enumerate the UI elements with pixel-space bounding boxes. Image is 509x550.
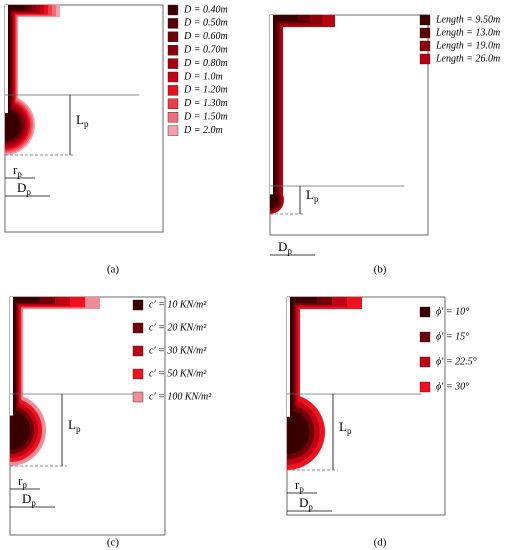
dim-main: D: [22, 491, 31, 506]
dim-main: L: [306, 187, 314, 202]
pile: [5, 5, 8, 113]
legend-label: c′ = 20 KN/m²: [149, 322, 207, 333]
zone-cap: [10, 297, 40, 303]
legend-swatch: [167, 125, 179, 136]
legend-label: D = 0.70m: [183, 44, 228, 55]
zone-bulb: [270, 191, 279, 209]
dim-label: Lp: [339, 419, 352, 436]
dim-sub: p: [84, 119, 89, 129]
dim-label: Lp: [68, 417, 81, 434]
legend-label: D = 1.20m: [183, 85, 228, 96]
pile: [10, 297, 13, 416]
legend-swatch: [167, 98, 179, 110]
legend-swatch: [132, 345, 144, 357]
legend-swatch: [419, 331, 431, 343]
panel-caption: (a): [107, 264, 120, 276]
legend-swatch: [419, 381, 431, 393]
dim-main: r: [18, 473, 23, 488]
dim-sub: p: [314, 194, 319, 204]
dim-main: L: [68, 417, 76, 432]
dim-label: Dp: [299, 495, 313, 512]
legend-label: ϕ′ = 30°: [436, 381, 469, 392]
legend-label: c′ = 30 KN/m²: [149, 345, 207, 356]
legend-label: c′ = 50 KN/m²: [149, 368, 207, 379]
zone-cap: [270, 15, 298, 21]
dim-sub: p: [22, 480, 27, 490]
dim-label: Dp: [22, 491, 36, 508]
legend-swatch: [167, 71, 179, 83]
legend-label: D = 1.30m: [183, 98, 228, 109]
pile: [270, 15, 273, 195]
dim-main: r: [13, 162, 18, 177]
legend-label: Length = 9.50m: [435, 14, 500, 25]
legend-label: D = 2.0m: [183, 125, 223, 136]
legend-label: Length = 13.0m: [435, 27, 500, 38]
dim-main: D: [299, 495, 308, 510]
legend-swatch: [419, 53, 431, 65]
panel-frame: [269, 14, 429, 236]
legend-swatch: [132, 299, 144, 311]
legend-label: ϕ′ = 10°: [436, 306, 469, 317]
legend-swatch: [419, 14, 431, 26]
legend-swatch: [132, 322, 144, 334]
zone-cap: [5, 5, 24, 10]
legend-swatch: [167, 31, 179, 42]
dim-sub: p: [31, 498, 36, 508]
dim-sub: p: [26, 187, 31, 197]
zone-cap: [287, 297, 317, 303]
legend-label: Length = 26.0m: [435, 53, 500, 64]
dim-sub: p: [287, 246, 292, 256]
pile: [287, 297, 290, 417]
dim-sub: p: [76, 424, 81, 434]
dim-label: Lp: [76, 112, 89, 129]
dim-main: D: [278, 239, 287, 254]
dim-label: rp: [295, 477, 304, 494]
legend-swatch: [132, 368, 144, 380]
legend-swatch: [167, 45, 179, 56]
dim-main: D: [17, 180, 26, 195]
dim-label: rp: [18, 473, 27, 490]
legend-label: D = 0.50m: [183, 18, 228, 29]
legend-swatch: [167, 4, 179, 16]
legend-label: D = 1.50m: [183, 111, 228, 122]
panel-caption: (c): [107, 537, 120, 549]
panel-caption: (d): [374, 537, 387, 549]
zone-shaft: [287, 297, 294, 432]
dim-sub: p: [308, 502, 313, 512]
legend-label: D = 0.60m: [183, 31, 228, 42]
legend-swatch: [167, 111, 179, 123]
panel-caption: (b): [374, 264, 387, 276]
dim-label: Lp: [306, 187, 319, 204]
legend-swatch: [419, 27, 431, 39]
dim-main: L: [76, 112, 84, 127]
legend-label: c′ = 100 KN/m²: [149, 391, 212, 402]
dim-sub: p: [17, 169, 22, 179]
zone-bulb: [287, 409, 310, 455]
dim-sub: p: [347, 426, 352, 436]
legend-label: ϕ′ = 22.5°: [436, 356, 477, 367]
dim-main: L: [339, 419, 347, 434]
legend-label: D = 1.0m: [183, 71, 223, 82]
zone-bulb: [5, 109, 21, 141]
zone-shaft: [270, 15, 277, 200]
legend-label: ϕ′ = 15°: [436, 331, 469, 342]
zone-bulb: [10, 409, 31, 451]
legend-swatch: [167, 58, 179, 69]
legend-swatch: [167, 85, 179, 96]
legend-label: Length = 19.0m: [435, 40, 500, 51]
legend-swatch: [419, 306, 431, 318]
legend-label: D = 0.40m: [183, 4, 228, 15]
legend-swatch: [419, 356, 431, 368]
dim-main: r: [295, 477, 300, 492]
dim-label: rp: [13, 162, 22, 179]
legend-label: D = 0.80m: [183, 58, 228, 69]
dim-label: Dp: [278, 239, 292, 256]
legend-swatch: [167, 18, 179, 29]
legend-label: c′ = 10 KN/m²: [149, 299, 207, 310]
legend-swatch: [419, 40, 431, 52]
legend-swatch: [132, 391, 144, 403]
dim-sub: p: [299, 484, 304, 494]
dim-label: Dp: [17, 180, 31, 197]
